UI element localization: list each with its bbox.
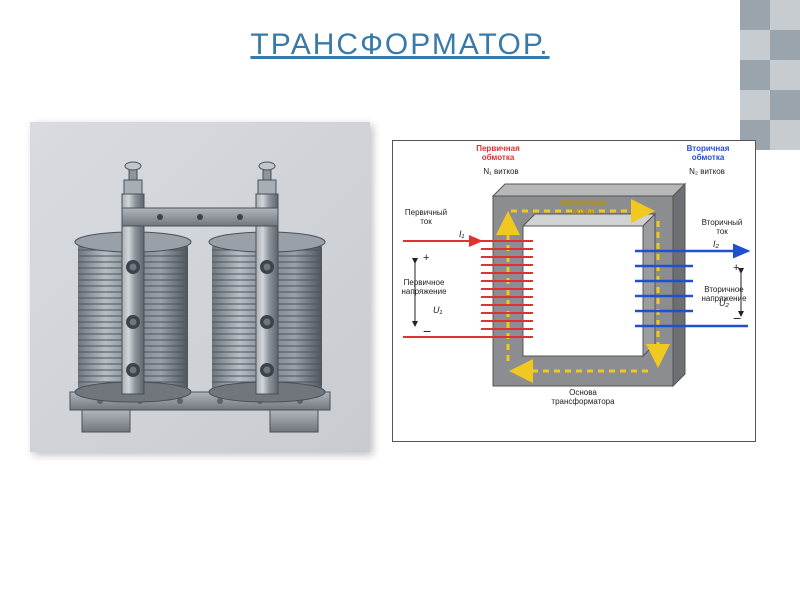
label-secondary-voltage: Вторичноенапряжение (695, 286, 753, 304)
label-I1: I₁ (459, 229, 465, 239)
deco-cell (740, 30, 770, 60)
label-base: Основатрансформатора (533, 389, 633, 407)
label-primary-voltage: Первичноенапряжение (395, 279, 453, 297)
page-title: ТРАНСФОРМАТОР. (0, 28, 800, 62)
svg-text:+: + (733, 262, 739, 274)
label-primary-current: Первичныйток (397, 209, 455, 227)
deco-cell (770, 0, 800, 30)
label-primary-winding: Первичнаяобмотка (463, 145, 533, 163)
label-secondary-winding: Вторичнаяобмотка (673, 145, 743, 163)
svg-text:−: − (423, 323, 431, 339)
decoration-bar (740, 0, 800, 150)
label-primary-turns: N₁ витков (471, 168, 531, 177)
deco-cell (770, 30, 800, 60)
transformer-photo (30, 122, 370, 452)
photo-svg (30, 122, 370, 452)
label-secondary-turns: N₂ витков (677, 168, 737, 177)
label-U1: U₁ (433, 305, 442, 315)
deco-cell (740, 90, 770, 120)
deco-cell (770, 120, 800, 150)
label-secondary-current: Вторичныйток (693, 219, 751, 237)
slide: ТРАНСФОРМАТОР. (0, 0, 800, 600)
label-I2: I₂ (713, 239, 720, 249)
deco-cell (740, 0, 770, 30)
svg-text:−: − (733, 310, 741, 326)
deco-cell (770, 90, 800, 120)
transformer-diagram: + − + − I₁ I₂ U₁ U₂ Первичнаяобмотка N₁ … (392, 140, 756, 442)
svg-text:+: + (423, 252, 429, 264)
label-flux: Магнитныйпоток (543, 199, 623, 217)
deco-cell (740, 60, 770, 90)
deco-cell (770, 60, 800, 90)
